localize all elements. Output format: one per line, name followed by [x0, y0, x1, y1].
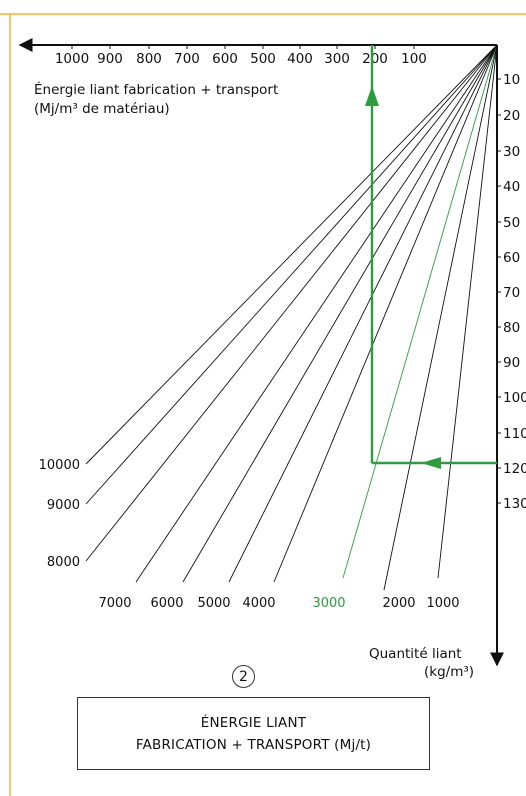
fan-line-label: 2000: [382, 596, 415, 611]
step-number-badge: 2: [232, 665, 255, 688]
right-tick-label: 50: [503, 215, 520, 231]
example-path: [365, 45, 497, 469]
fan-line-label: 7000: [98, 596, 131, 611]
right-axis-label-line2: (kg/m³): [424, 664, 475, 680]
top-tick-label: 800: [136, 51, 162, 67]
step-number: 2: [239, 668, 248, 685]
top-tick-label: 300: [324, 51, 350, 67]
fan-line: [273, 44, 498, 583]
fan-line-label: 4000: [242, 596, 275, 611]
top-axis-label-line1: Énergie liant fabrication + transport: [34, 82, 279, 98]
example-arrow-up: [365, 86, 379, 106]
right-tick-label: 130: [503, 496, 526, 512]
fan-line-label: 6000: [150, 596, 183, 611]
top-tick-label: 900: [97, 51, 123, 67]
top-axis-label-line2: (Mj/m³ de matériau): [34, 101, 170, 117]
fan-line-label: 8000: [47, 555, 80, 570]
top-tick-label: 700: [174, 51, 200, 67]
right-tick-label: 40: [503, 179, 520, 195]
top-tick-label: 100: [401, 51, 427, 67]
fan-line: [228, 44, 498, 583]
top-tick-label: 1000: [55, 51, 89, 67]
caption-line1: ÉNERGIE LIANT: [200, 714, 307, 731]
top-tick-label: 400: [287, 51, 313, 67]
fan-line-label: 9000: [47, 498, 80, 513]
fan-line-label: 5000: [197, 596, 230, 611]
top-axis-ticks: 1000 900 800 700 600 500 400 300 200 100: [55, 45, 427, 67]
right-axis-ticks: 10 20 30 40 50 60 70 80 90 100 110 120 130: [497, 72, 526, 512]
right-tick-label: 120: [503, 461, 526, 477]
fan-line-label: 10000: [39, 458, 80, 473]
fan-line: [182, 44, 498, 583]
right-axis-label-line1: Quantité liant: [369, 646, 462, 662]
caption-line2: FABRICATION + TRANSPORT (Mj/t): [135, 736, 372, 753]
right-tick-label: 10: [503, 72, 520, 88]
fan-line: [383, 44, 498, 591]
right-tick-label: 70: [503, 285, 520, 301]
right-tick-label: 110: [503, 426, 526, 442]
right-tick-label: 80: [503, 320, 520, 336]
top-tick-label: 200: [362, 51, 388, 67]
fan-line: [85, 44, 498, 562]
fan-lines: 10000 9000 8000 7000 6000 5000 4000 3000 2000 100…: [39, 44, 498, 611]
fan-line: [135, 44, 498, 583]
caption-box: ÉNERGIE LIANT FABRICATION + TRANSPORT (M…: [77, 697, 430, 770]
top-tick-label: 600: [212, 51, 238, 67]
top-tick-label: 500: [250, 51, 276, 67]
fan-line-label: 3000: [312, 596, 345, 611]
right-tick-label: 100: [503, 390, 526, 406]
right-tick-label: 30: [503, 144, 520, 160]
right-tick-label: 90: [503, 355, 520, 371]
fan-line-label: 1000: [426, 596, 459, 611]
fan-line: [342, 44, 498, 579]
fan-line: [85, 44, 498, 465]
example-arrow-left: [421, 457, 441, 469]
fan-line: [437, 44, 498, 579]
right-tick-label: 60: [503, 250, 520, 266]
right-tick-label: 20: [503, 108, 520, 124]
fan-line: [85, 44, 498, 505]
